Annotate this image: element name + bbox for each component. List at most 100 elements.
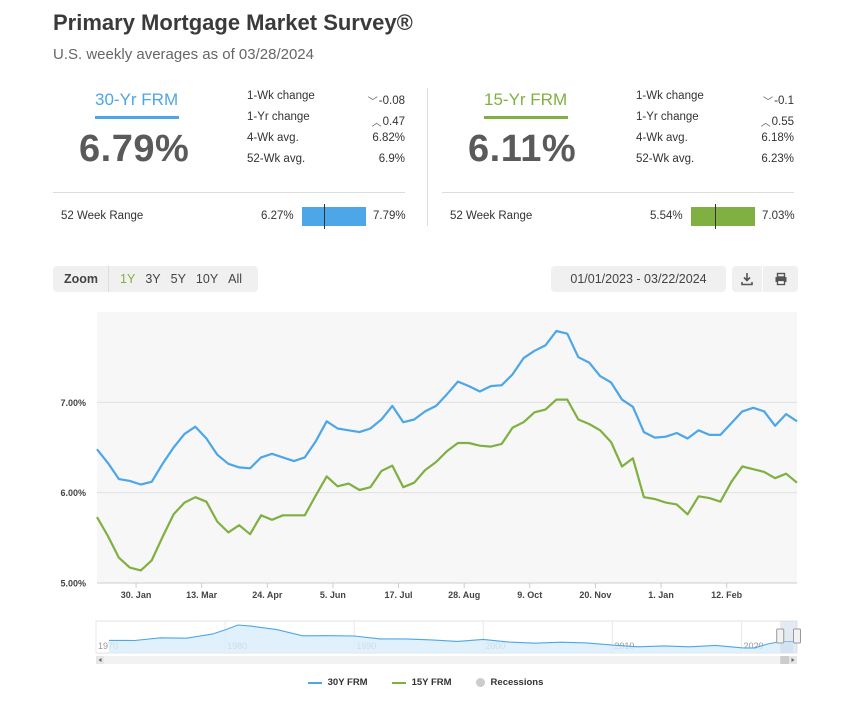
stat-label: 4-Wk avg.: [247, 132, 299, 144]
range-min: 6.27%: [261, 210, 294, 222]
stat-label: 52-Wk avg.: [636, 153, 695, 165]
plot-area: [97, 312, 797, 583]
rate-panel-15yr: 15-Yr FRM 6.11% 1-Wk change ﹀ -0.1 1-Yr c…: [442, 86, 795, 229]
rate-name: 30-Yr FRM: [95, 90, 179, 109]
x-tick-label: 5. Jun: [320, 590, 346, 600]
legend-swatch: [307, 681, 322, 684]
stat-value: 6.23%: [761, 153, 794, 165]
x-tick-label: 1. Jan: [648, 590, 674, 600]
range-bar: [691, 207, 755, 226]
page-subtitle: U.S. weekly averages as of 03/28/2024: [53, 46, 314, 63]
legend-label: 15Y FRM: [411, 677, 452, 688]
stat-label: 1-Wk change: [636, 90, 704, 102]
x-tick-label: 13. Mar: [186, 590, 218, 600]
print-icon: [775, 272, 786, 286]
stat-label: 1-Yr change: [636, 111, 699, 123]
series-line[interactable]: [96, 398, 798, 572]
rate-value: 6.11%: [468, 128, 577, 170]
stat-value: 0.55: [771, 115, 794, 128]
y-tick-label: 5.00%: [60, 579, 86, 589]
legend-label: 30Y FRM: [327, 677, 368, 688]
x-tick-label: 12. Feb: [711, 590, 743, 600]
x-tick-label: 28. Aug: [448, 590, 480, 600]
y-tick-label: 6.00%: [60, 488, 86, 498]
stat-row: 4-Wk avg. 6.82%: [247, 132, 405, 153]
chevron-down-icon: ﹀: [367, 97, 378, 108]
range-max: 7.03%: [762, 210, 795, 222]
stat-label: 1-Wk change: [247, 90, 315, 102]
scrollbar-thumb[interactable]: [780, 656, 797, 664]
navigator-right-handle[interactable]: [793, 628, 801, 644]
stat-value: -0.08: [378, 94, 405, 107]
legend-item-30y[interactable]: 30Y FRM: [307, 677, 368, 688]
stat-row: 52-Wk avg. 6.9%: [247, 153, 405, 174]
zoom-label: Zoom: [53, 266, 110, 292]
legend-item-15y[interactable]: 15Y FRM: [391, 677, 452, 688]
chart-legend: 30Y FRM 15Y FRM Recessions: [0, 677, 851, 688]
download-icon: [741, 273, 753, 286]
download-button[interactable]: [732, 266, 762, 292]
legend-swatch: [391, 681, 406, 684]
stat-row: 1-Yr change ︿ 0.55: [636, 111, 794, 132]
rate-underline: [95, 116, 179, 119]
stat-label: 4-Wk avg.: [636, 132, 688, 144]
rate-value: 6.79%: [79, 128, 190, 170]
x-tick-label: 30. Jan: [121, 590, 152, 600]
x-tick-label: 20. Nov: [579, 590, 611, 600]
scrollbar-track[interactable]: [96, 656, 797, 664]
divider: [442, 192, 794, 193]
legend-swatch: [475, 678, 485, 687]
zoom-5y-button[interactable]: 5Y: [170, 272, 186, 286]
stats-list: 1-Wk change ﹀ -0.08 1-Yr change ︿ 0.47 4-W…: [247, 90, 405, 174]
range-marker: [715, 204, 717, 229]
x-tick-label: 17. Jul: [385, 590, 413, 600]
chevron-up-icon: ︿: [760, 118, 771, 129]
stats-list: 1-Wk change ﹀ -0.1 1-Yr change ︿ 0.55 4-Wk…: [636, 90, 794, 174]
rate-underline: [484, 116, 568, 119]
legend-item-recessions[interactable]: Recessions: [475, 677, 544, 688]
range-label: 52 Week Range: [61, 210, 144, 222]
chevron-right-icon: [791, 658, 795, 662]
rate-panel-30yr: 30-Yr FRM 6.79% 1-Wk change ﹀ -0.08 1-Yr …: [53, 86, 406, 229]
navigator-year-label: 1970: [98, 641, 118, 651]
navigator-year-label: 2020: [743, 641, 763, 651]
chevron-left-icon: [98, 658, 102, 662]
stat-row: 4-Wk avg. 6.18%: [636, 132, 794, 153]
timeline-navigator[interactable]: 197019801990200020102020: [0, 618, 851, 668]
stat-value: 6.9%: [378, 153, 405, 165]
rates-line-chart[interactable]: 5.00% 6.00% 7.00% 30. Jan 13. Mar 24. Apr 5. J…: [0, 300, 851, 610]
navigator-selection[interactable]: [780, 621, 797, 653]
stat-label: 1-Yr change: [247, 111, 310, 123]
chevron-up-icon: ︿: [371, 118, 382, 129]
stat-value: -0.1: [774, 94, 794, 107]
stat-label: 52-Wk avg.: [247, 153, 306, 165]
zoom-3y-button[interactable]: 3Y: [145, 272, 161, 286]
range-min: 5.54%: [650, 210, 683, 222]
range-label: 52 Week Range: [450, 210, 533, 222]
stat-row: 1-Wk change ﹀ -0.1: [636, 90, 794, 111]
navigator-left-handle[interactable]: [776, 628, 785, 644]
x-tick-label: 24. Apr: [252, 590, 283, 600]
zoom-10y-button[interactable]: 10Y: [195, 272, 219, 286]
range-max: 7.79%: [373, 210, 406, 222]
stat-row: 52-Wk avg. 6.23%: [636, 153, 794, 174]
page-title: Primary Mortgage Market Survey®: [53, 10, 413, 35]
panel-divider: [427, 88, 428, 226]
y-tick-label: 7.00%: [60, 398, 86, 408]
rate-name: 15-Yr FRM: [484, 90, 568, 109]
stat-value: 6.82%: [372, 132, 405, 144]
navigator-line: [108, 624, 794, 649]
divider: [53, 192, 405, 193]
zoom-bar: Zoom 1Y 3Y 5Y 10Y All: [53, 266, 258, 292]
legend-label: Recessions: [490, 677, 544, 688]
stat-row: 1-Wk change ﹀ -0.08: [247, 90, 405, 111]
series-line[interactable]: [96, 329, 798, 486]
stat-row: 1-Yr change ︿ 0.47: [247, 111, 405, 132]
stat-value: 6.18%: [761, 132, 794, 144]
range-bar: [302, 207, 366, 226]
zoom-1y-button[interactable]: 1Y: [120, 272, 136, 286]
zoom-all-button[interactable]: All: [228, 272, 243, 286]
date-range-input[interactable]: 01/01/2023 - 03/22/2024: [551, 266, 726, 292]
x-tick-label: 9. Oct: [517, 590, 542, 600]
print-button[interactable]: [763, 266, 798, 292]
